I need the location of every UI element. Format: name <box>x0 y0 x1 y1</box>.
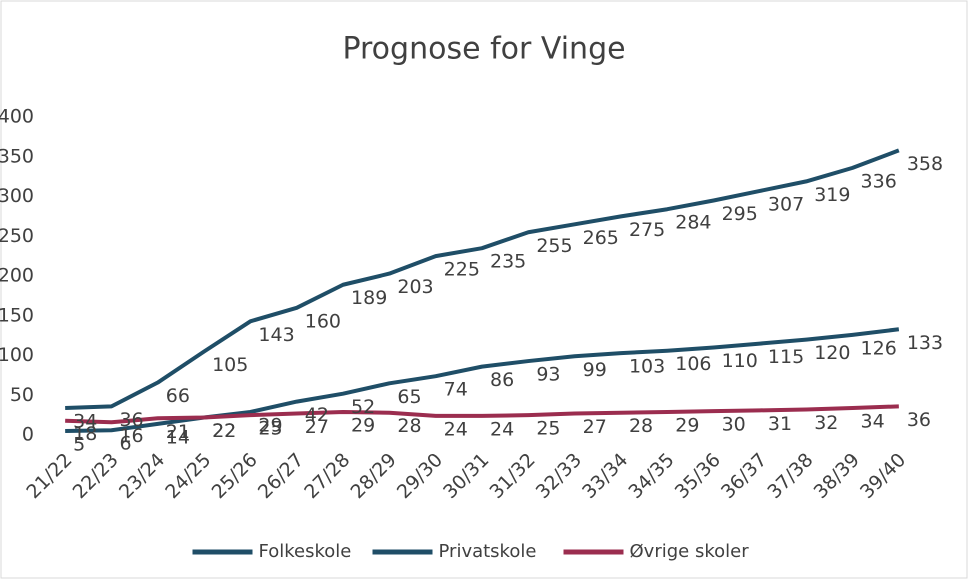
data-label: 307 <box>768 193 804 215</box>
data-label: 28 <box>397 415 421 437</box>
data-label: 160 <box>305 310 341 332</box>
data-label: 275 <box>629 219 665 241</box>
data-label: 24 <box>444 418 468 440</box>
data-label: 25 <box>536 418 560 440</box>
y-tick-label: 0 <box>22 424 34 446</box>
data-label: 284 <box>675 212 711 234</box>
legend-label: Øvrige skoler <box>630 541 750 562</box>
y-tick-label: 150 <box>0 304 34 326</box>
data-label: 36 <box>907 409 931 431</box>
data-label: 86 <box>490 369 514 391</box>
data-label: 30 <box>722 414 746 436</box>
data-label: 34 <box>73 410 97 432</box>
y-tick-label: 400 <box>0 106 34 128</box>
y-tick-label: 200 <box>0 265 34 287</box>
data-label: 126 <box>861 337 897 359</box>
legend-label: Privatskole <box>439 541 537 562</box>
y-tick-label: 100 <box>0 344 34 366</box>
data-label: 358 <box>907 153 943 175</box>
data-label: 42 <box>305 404 329 426</box>
data-label: 29 <box>351 414 375 436</box>
data-label: 120 <box>814 342 850 364</box>
data-label: 27 <box>583 416 607 438</box>
data-label: 18 <box>73 423 97 445</box>
data-label: 265 <box>583 227 619 249</box>
data-label: 29 <box>258 414 282 436</box>
data-label: 21 <box>166 421 190 443</box>
data-label: 22 <box>212 420 236 442</box>
data-label: 255 <box>536 235 572 257</box>
data-label: 295 <box>722 203 758 225</box>
data-label: 74 <box>444 379 468 401</box>
data-label: 143 <box>258 324 294 346</box>
data-label: 5 <box>73 434 85 456</box>
data-label: 110 <box>722 350 758 372</box>
data-label: 36 <box>119 409 143 431</box>
data-label: 189 <box>351 287 387 309</box>
data-label: 336 <box>861 170 897 192</box>
series-line <box>65 148 900 410</box>
data-label: 105 <box>212 354 248 376</box>
legend-label: Folkeskole <box>259 541 352 562</box>
data-label: 29 <box>675 414 699 436</box>
data-label: 203 <box>397 276 433 298</box>
data-label: 115 <box>768 346 804 368</box>
chart-title: Prognose for Vinge <box>342 32 625 67</box>
data-label: 25 <box>258 418 282 440</box>
data-label: 235 <box>490 251 526 273</box>
series-line <box>65 404 899 425</box>
data-label: 99 <box>583 359 607 381</box>
data-label: 66 <box>166 385 190 407</box>
data-label: 24 <box>490 418 514 440</box>
data-label: 106 <box>675 353 711 375</box>
data-label: 52 <box>351 396 375 418</box>
data-label: 16 <box>119 425 143 447</box>
y-tick-label: 350 <box>0 145 34 167</box>
y-tick-label: 250 <box>0 225 34 247</box>
data-label: 31 <box>768 413 792 435</box>
y-tick-label: 50 <box>10 384 34 406</box>
y-tick-label: 300 <box>0 185 34 207</box>
data-label: 225 <box>444 259 480 281</box>
data-label: 103 <box>629 356 665 378</box>
data-label: 6 <box>119 433 131 455</box>
data-label: 27 <box>305 416 329 438</box>
data-label: 65 <box>397 386 421 408</box>
data-label: 32 <box>814 412 838 434</box>
data-label: 319 <box>814 184 850 206</box>
data-label: 22 <box>212 420 236 442</box>
data-label: 28 <box>629 415 653 437</box>
data-label: 34 <box>861 410 885 432</box>
data-label: 93 <box>536 364 560 386</box>
data-label: 14 <box>166 426 190 448</box>
data-label: 133 <box>907 332 943 354</box>
